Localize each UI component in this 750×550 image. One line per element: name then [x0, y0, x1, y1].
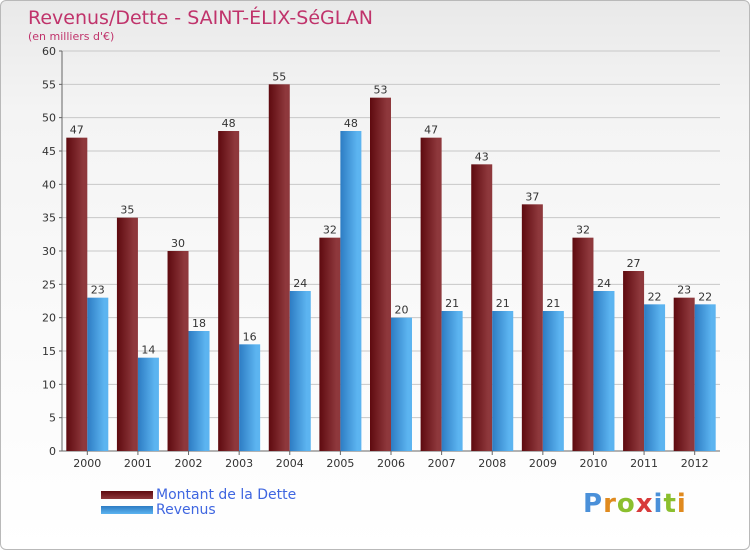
bar-revenus-2011 — [644, 304, 666, 451]
data-label-dette: 47 — [70, 124, 84, 137]
bar-dette-2011 — [623, 271, 645, 451]
legend-swatch-revenus — [101, 505, 153, 514]
logo-letter: o — [616, 489, 636, 519]
legend-label-dette: Montant de la Dette — [156, 486, 297, 503]
legend-label-revenus: Revenus — [156, 501, 216, 518]
y-tick-label: 25 — [42, 278, 56, 291]
x-tick-label: 2003 — [225, 457, 253, 470]
bar-dette-2003 — [218, 131, 240, 451]
data-label-revenus: 22 — [698, 290, 712, 303]
x-tick-label: 2010 — [579, 457, 607, 470]
bar-revenus-2008 — [492, 311, 514, 451]
data-label-dette: 32 — [576, 224, 590, 237]
y-tick-label: 10 — [42, 378, 56, 391]
data-label-revenus: 21 — [546, 297, 560, 310]
bar-dette-2004 — [268, 84, 290, 451]
x-tick-label: 2011 — [630, 457, 658, 470]
proxiti-logo: Proxiti — [583, 489, 687, 519]
data-label-revenus: 18 — [192, 317, 206, 330]
bar-dette-2009 — [521, 204, 543, 451]
x-tick-label: 2005 — [326, 457, 354, 470]
bar-revenus-2004 — [289, 291, 311, 451]
data-label-revenus: 21 — [496, 297, 510, 310]
logo-letter: t — [663, 489, 677, 519]
data-label-revenus: 23 — [91, 284, 105, 297]
x-tick-label: 2001 — [124, 457, 152, 470]
y-tick-label: 0 — [49, 445, 56, 458]
legend-item-revenus: Revenus — [101, 501, 296, 518]
x-tick-label: 2000 — [73, 457, 101, 470]
bar-dette-2002 — [167, 251, 189, 451]
data-label-revenus: 16 — [243, 330, 257, 343]
logo-letter: P — [583, 489, 604, 519]
chart-subtitle: (en milliers d'€) — [28, 30, 115, 43]
data-label-revenus: 21 — [445, 297, 459, 310]
data-label-revenus: 22 — [648, 290, 662, 303]
bar-dette-2001 — [116, 217, 138, 451]
data-label-revenus: 48 — [344, 117, 358, 130]
y-tick-label: 5 — [49, 412, 56, 425]
bar-dette-2010 — [572, 237, 594, 451]
bar-revenus-2003 — [239, 344, 261, 451]
bar-dette-2005 — [319, 237, 341, 451]
x-tick-label: 2012 — [681, 457, 709, 470]
bar-dette-2012 — [673, 297, 695, 451]
chart-title: Revenus/Dette - SAINT-ÉLIX-SéGLAN — [28, 7, 373, 29]
x-tick-label: 2009 — [529, 457, 557, 470]
data-label-dette: 35 — [120, 204, 134, 217]
data-label-revenus: 14 — [141, 344, 155, 357]
data-label-revenus: 24 — [597, 277, 611, 290]
data-label-dette: 27 — [627, 257, 641, 270]
bar-dette-2007 — [420, 137, 442, 451]
bar-revenus-2002 — [188, 331, 210, 451]
y-tick-label: 40 — [42, 178, 56, 191]
data-label-dette: 53 — [374, 84, 388, 97]
bar-revenus-2007 — [441, 311, 463, 451]
x-tick-label: 2004 — [276, 457, 304, 470]
data-label-dette: 55 — [272, 70, 286, 83]
legend: Montant de la Dette Revenus — [101, 486, 297, 518]
data-label-dette: 23 — [677, 284, 691, 297]
x-tick-label: 2002 — [175, 457, 203, 470]
bar-dette-2008 — [471, 164, 493, 452]
data-label-dette: 30 — [171, 237, 185, 250]
y-tick-label: 30 — [42, 245, 56, 258]
bar-revenus-2006 — [391, 317, 412, 451]
y-tick-label: 20 — [42, 312, 56, 325]
bar-dette-2006 — [370, 97, 391, 452]
data-label-dette: 47 — [424, 124, 438, 137]
data-label-revenus: 24 — [293, 277, 307, 290]
logo-letter: i — [653, 489, 664, 519]
data-label-dette: 48 — [222, 117, 236, 130]
y-tick-label: 15 — [42, 345, 56, 358]
bar-revenus-2010 — [593, 291, 615, 451]
bar-revenus-2000 — [87, 297, 109, 451]
bar-revenus-2009 — [542, 311, 564, 451]
y-tick-label: 45 — [42, 145, 56, 158]
logo-letter: x — [635, 489, 654, 519]
legend-item-dette: Montant de la Dette — [101, 486, 297, 503]
x-tick-label: 2007 — [428, 457, 456, 470]
logo-letter: i — [676, 489, 687, 519]
data-label-dette: 37 — [525, 190, 539, 203]
x-tick-label: 2008 — [478, 457, 506, 470]
y-tick-label: 35 — [42, 212, 56, 225]
bar-revenus-2005 — [340, 131, 362, 451]
y-tick-label: 50 — [42, 112, 56, 125]
legend-swatch-dette — [101, 490, 153, 499]
data-label-dette: 43 — [475, 150, 489, 163]
y-tick-label: 60 — [42, 45, 56, 58]
logo-letter: r — [603, 489, 617, 519]
bar-revenus-2001 — [137, 357, 159, 451]
y-tick-label: 55 — [42, 78, 56, 91]
bar-dette-2000 — [66, 137, 88, 451]
data-label-revenus: 20 — [395, 304, 409, 317]
data-label-dette: 32 — [323, 224, 337, 237]
x-tick-label: 2006 — [377, 457, 405, 470]
bar-revenus-2012 — [694, 304, 716, 451]
